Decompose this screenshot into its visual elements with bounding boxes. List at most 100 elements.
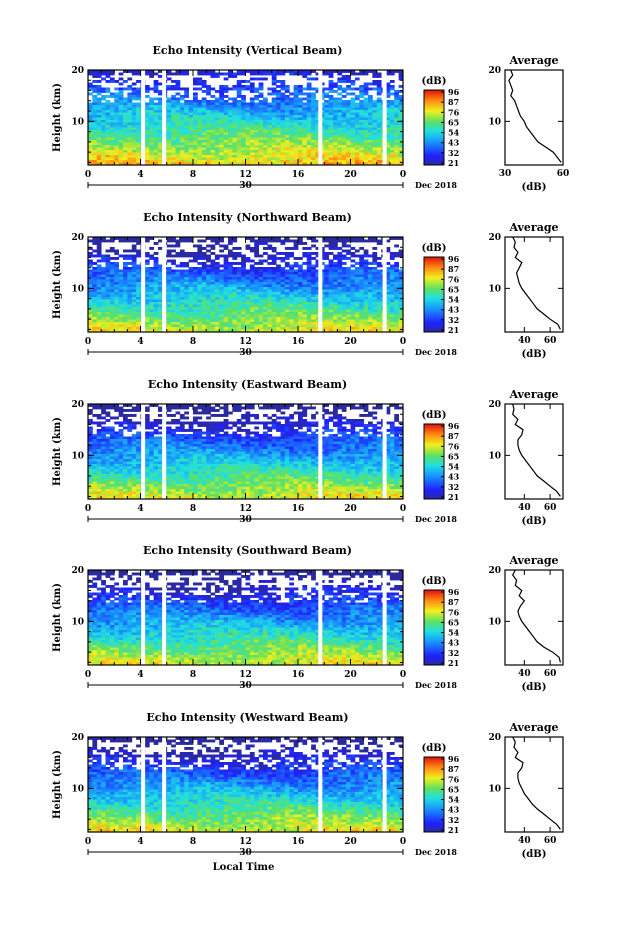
echo-cell [158, 319, 163, 323]
echo-cell [328, 150, 334, 153]
echo-cell [245, 329, 251, 333]
echo-cell [114, 145, 120, 148]
echo-cell [359, 112, 365, 116]
echo-cell [210, 304, 216, 308]
echo-cell [394, 152, 400, 156]
echo-cell [197, 294, 203, 298]
echo-cell [254, 327, 260, 330]
echo-cell [254, 112, 260, 116]
echo-cell [171, 274, 176, 278]
echo-cell [394, 105, 400, 108]
echo-cell [311, 140, 316, 143]
echo-cell [328, 279, 334, 283]
echo-cell [341, 130, 347, 133]
echo-cell [166, 294, 172, 298]
echo-cell [236, 147, 242, 151]
echo-cell [109, 72, 115, 76]
echo-cell [315, 90, 321, 93]
echo-cell [201, 152, 207, 156]
echo-cell [263, 237, 268, 240]
echo-cell [394, 269, 400, 273]
echo-cell [254, 162, 260, 166]
echo-cell [306, 322, 312, 325]
echo-cell [306, 105, 312, 108]
echo-cell [245, 112, 251, 116]
echo-cell [136, 142, 141, 146]
echo-cell [315, 304, 321, 308]
echo-cell [258, 292, 264, 295]
echo-cell [254, 239, 260, 243]
echo-cell [306, 82, 312, 86]
echo-cell [101, 279, 106, 283]
echo-cell [219, 264, 225, 268]
echo-cell [311, 239, 316, 243]
echo-cell [197, 307, 203, 310]
echo-cell [368, 272, 373, 275]
echo-cell [306, 307, 312, 310]
echo-cell [354, 152, 360, 156]
echo-cell [166, 297, 172, 300]
echo-cell [88, 102, 93, 106]
echo-cell [109, 239, 115, 243]
echo-cell [263, 322, 268, 325]
echo-cell [289, 329, 295, 333]
echo-cell [166, 274, 172, 278]
echo-cell [166, 122, 172, 126]
echo-cell [263, 105, 268, 108]
echo-cell [144, 309, 150, 313]
echo-cell [328, 160, 334, 163]
echo-cell [219, 309, 225, 313]
echo-cell [363, 132, 369, 136]
echo-cell [302, 287, 308, 290]
echo-cell [341, 267, 347, 270]
echo-cell [302, 120, 308, 123]
echo-cell [333, 324, 338, 328]
echo-cell [184, 92, 190, 96]
echo-cell [328, 102, 334, 106]
echo-cell [350, 304, 356, 308]
echo-cell [289, 297, 295, 300]
echo-cell [280, 312, 286, 315]
colorbar-tick-label: 96 [448, 87, 460, 97]
echo-cell [232, 299, 238, 303]
echo-cell [123, 135, 128, 138]
echo-cell [136, 327, 141, 330]
echo-cell [228, 299, 233, 303]
echo-cell [280, 105, 286, 108]
echo-cell [359, 272, 365, 275]
echo-cell [276, 304, 281, 308]
echo-cell [254, 77, 260, 81]
echo-cell [92, 249, 98, 253]
echo-cell [333, 277, 338, 280]
echo-cell [241, 282, 246, 285]
echo-cell [337, 112, 343, 116]
echo-cell [363, 249, 369, 253]
echo-cell [376, 284, 382, 288]
echo-cell [306, 277, 312, 280]
echo-cell [333, 137, 338, 141]
echo-cell [372, 72, 378, 76]
echo-cell [293, 294, 299, 298]
echo-cell [394, 262, 400, 265]
echo-cell [306, 324, 312, 328]
echo-cell [219, 87, 225, 91]
echo-cell [341, 160, 347, 163]
echo-cell [394, 100, 400, 103]
echo-cell [394, 130, 400, 133]
echo-cell [346, 130, 351, 133]
echo-cell [376, 160, 382, 163]
echo-cell [311, 135, 316, 138]
echo-cell [354, 145, 360, 148]
echo-cell [127, 322, 133, 325]
echo-cell [341, 125, 347, 128]
echo-cell [201, 130, 207, 133]
echo-cell [271, 97, 277, 101]
echo-cell [232, 132, 238, 136]
echo-cell [175, 162, 181, 166]
echo-cell [236, 110, 242, 113]
echo-cell [127, 274, 133, 278]
echo-cell [171, 312, 176, 315]
echo-cell [232, 247, 238, 250]
echo-cell [249, 322, 255, 325]
echo-cell [96, 132, 102, 136]
